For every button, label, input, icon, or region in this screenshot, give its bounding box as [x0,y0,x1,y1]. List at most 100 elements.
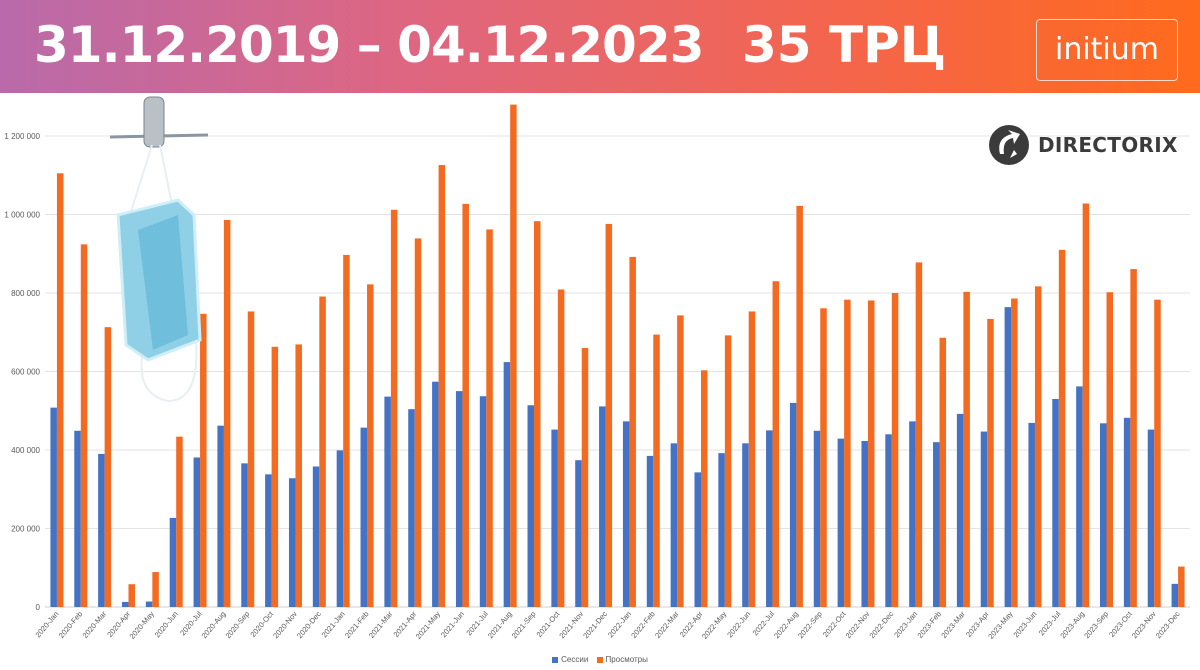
x-tick-label: 2021-Feb [343,610,371,640]
x-tick-label: 2020-Sep [223,610,251,641]
bar-views [820,308,827,607]
bar-sessions [265,474,272,607]
bar-sessions [885,434,892,607]
bar-views [319,296,326,607]
bar-sessions [789,402,797,607]
directorix-watermark: DIRECTORIX [988,124,1178,166]
bar-views [844,299,851,607]
x-tick-label: 2020-Dec [295,609,323,640]
bar-views [414,238,422,607]
bar-sessions [312,466,320,607]
legend-item-sessions: Сессии [552,655,588,664]
bar-sessions [1004,307,1012,607]
y-tick-label: 800 000 [11,289,40,298]
bar-sessions [288,478,296,607]
x-tick-label: 2021-Jun [439,610,466,640]
bar-sessions [694,472,701,607]
bar-sessions [384,396,391,607]
bar-views [80,244,88,607]
bar-views [104,327,112,607]
bar-sessions [503,362,511,607]
bar-sessions [718,453,725,607]
bar-views [963,291,970,607]
bar-sessions [622,421,630,607]
bar-sessions [1028,422,1035,607]
bar-sessions [1052,398,1059,607]
bar-views [796,205,803,608]
face-mask-icon [108,95,212,412]
x-tick-label: 2022-Mar [653,609,681,640]
y-tick-label: 400 000 [11,446,40,455]
bar-sessions [193,457,201,607]
x-tick-label: 2021-Sep [510,610,538,641]
y-tick-label: 200 000 [11,525,40,534]
bar-views [200,313,207,607]
bar-sessions [241,463,248,607]
bar-sessions [575,460,582,607]
x-tick-label: 2023-Aug [1058,610,1086,641]
x-tick-label: 2020-Feb [57,610,85,640]
x-tick-label: 2023-Sep [1082,610,1110,641]
bar-views [1011,298,1018,607]
bar-views [915,262,923,607]
bar-sessions [813,430,821,607]
brand-logo: initium [1036,19,1178,81]
legend-label-sessions: Сессии [561,655,589,664]
bar-views [629,256,636,607]
x-tick-label: 2022-Jun [725,610,752,640]
bar-views [581,347,589,607]
bar-sessions [432,381,439,607]
directorix-text: DIRECTORIX [1038,133,1178,157]
bar-sessions [336,450,344,607]
bar-sessions [1100,423,1107,607]
bar-sessions [599,406,606,607]
bar-views [748,311,756,607]
bar-sessions [98,453,105,607]
x-tick-label: 2022-Sep [796,610,824,641]
directorix-logo-icon [989,125,1029,165]
bar-sessions [455,391,463,607]
bar-views [677,315,684,607]
bar-views [772,281,780,607]
bar-sessions [1147,429,1155,607]
x-tick-label: 2020-Mar [81,609,109,640]
bar-views [510,104,517,607]
bar-sessions [956,413,964,607]
bar-sessions [551,429,558,607]
y-tick-label: 600 000 [11,368,40,377]
bar-views [176,436,183,607]
bar-views [271,346,279,607]
bar-sessions [646,455,654,607]
bar-views [1178,566,1185,607]
bar-views [1058,249,1066,607]
date-range-title: 31.12.2019 – 04.12.2023 [34,16,704,74]
bar-views [295,344,302,607]
bar-views [152,572,159,607]
bar-sessions [980,431,988,607]
bar-views [534,221,541,608]
bar-views [1106,292,1114,607]
x-tick-label: 2020-May [128,609,156,641]
legend-swatch-views [596,656,603,663]
bar-views [1130,269,1137,607]
x-tick-label: 2023-Feb [916,610,944,640]
bar-sessions [933,442,940,607]
x-tick-label: 2021-Aug [486,610,514,641]
mall-count-title: 35 ТРЦ [742,16,947,74]
x-tick-label: 2023-Mar [939,609,967,640]
x-tick-label: 2022-Feb [629,610,657,640]
x-tick-label: 2021-Mar [367,609,395,640]
bar-views [700,370,708,607]
x-tick-label: 2020-Aug [200,610,228,641]
x-tick-label: 2022-Aug [772,610,800,641]
y-tick-label: 0 [36,603,41,612]
bar-views [343,254,350,608]
bar-views [128,584,135,607]
bar-sessions [121,601,129,607]
x-tick-label: 2022-Dec [868,609,896,640]
bar-views [247,311,255,607]
bar-sessions [766,430,773,607]
bar-sessions [527,405,535,607]
x-tick-label: 2020-Jun [153,610,180,640]
